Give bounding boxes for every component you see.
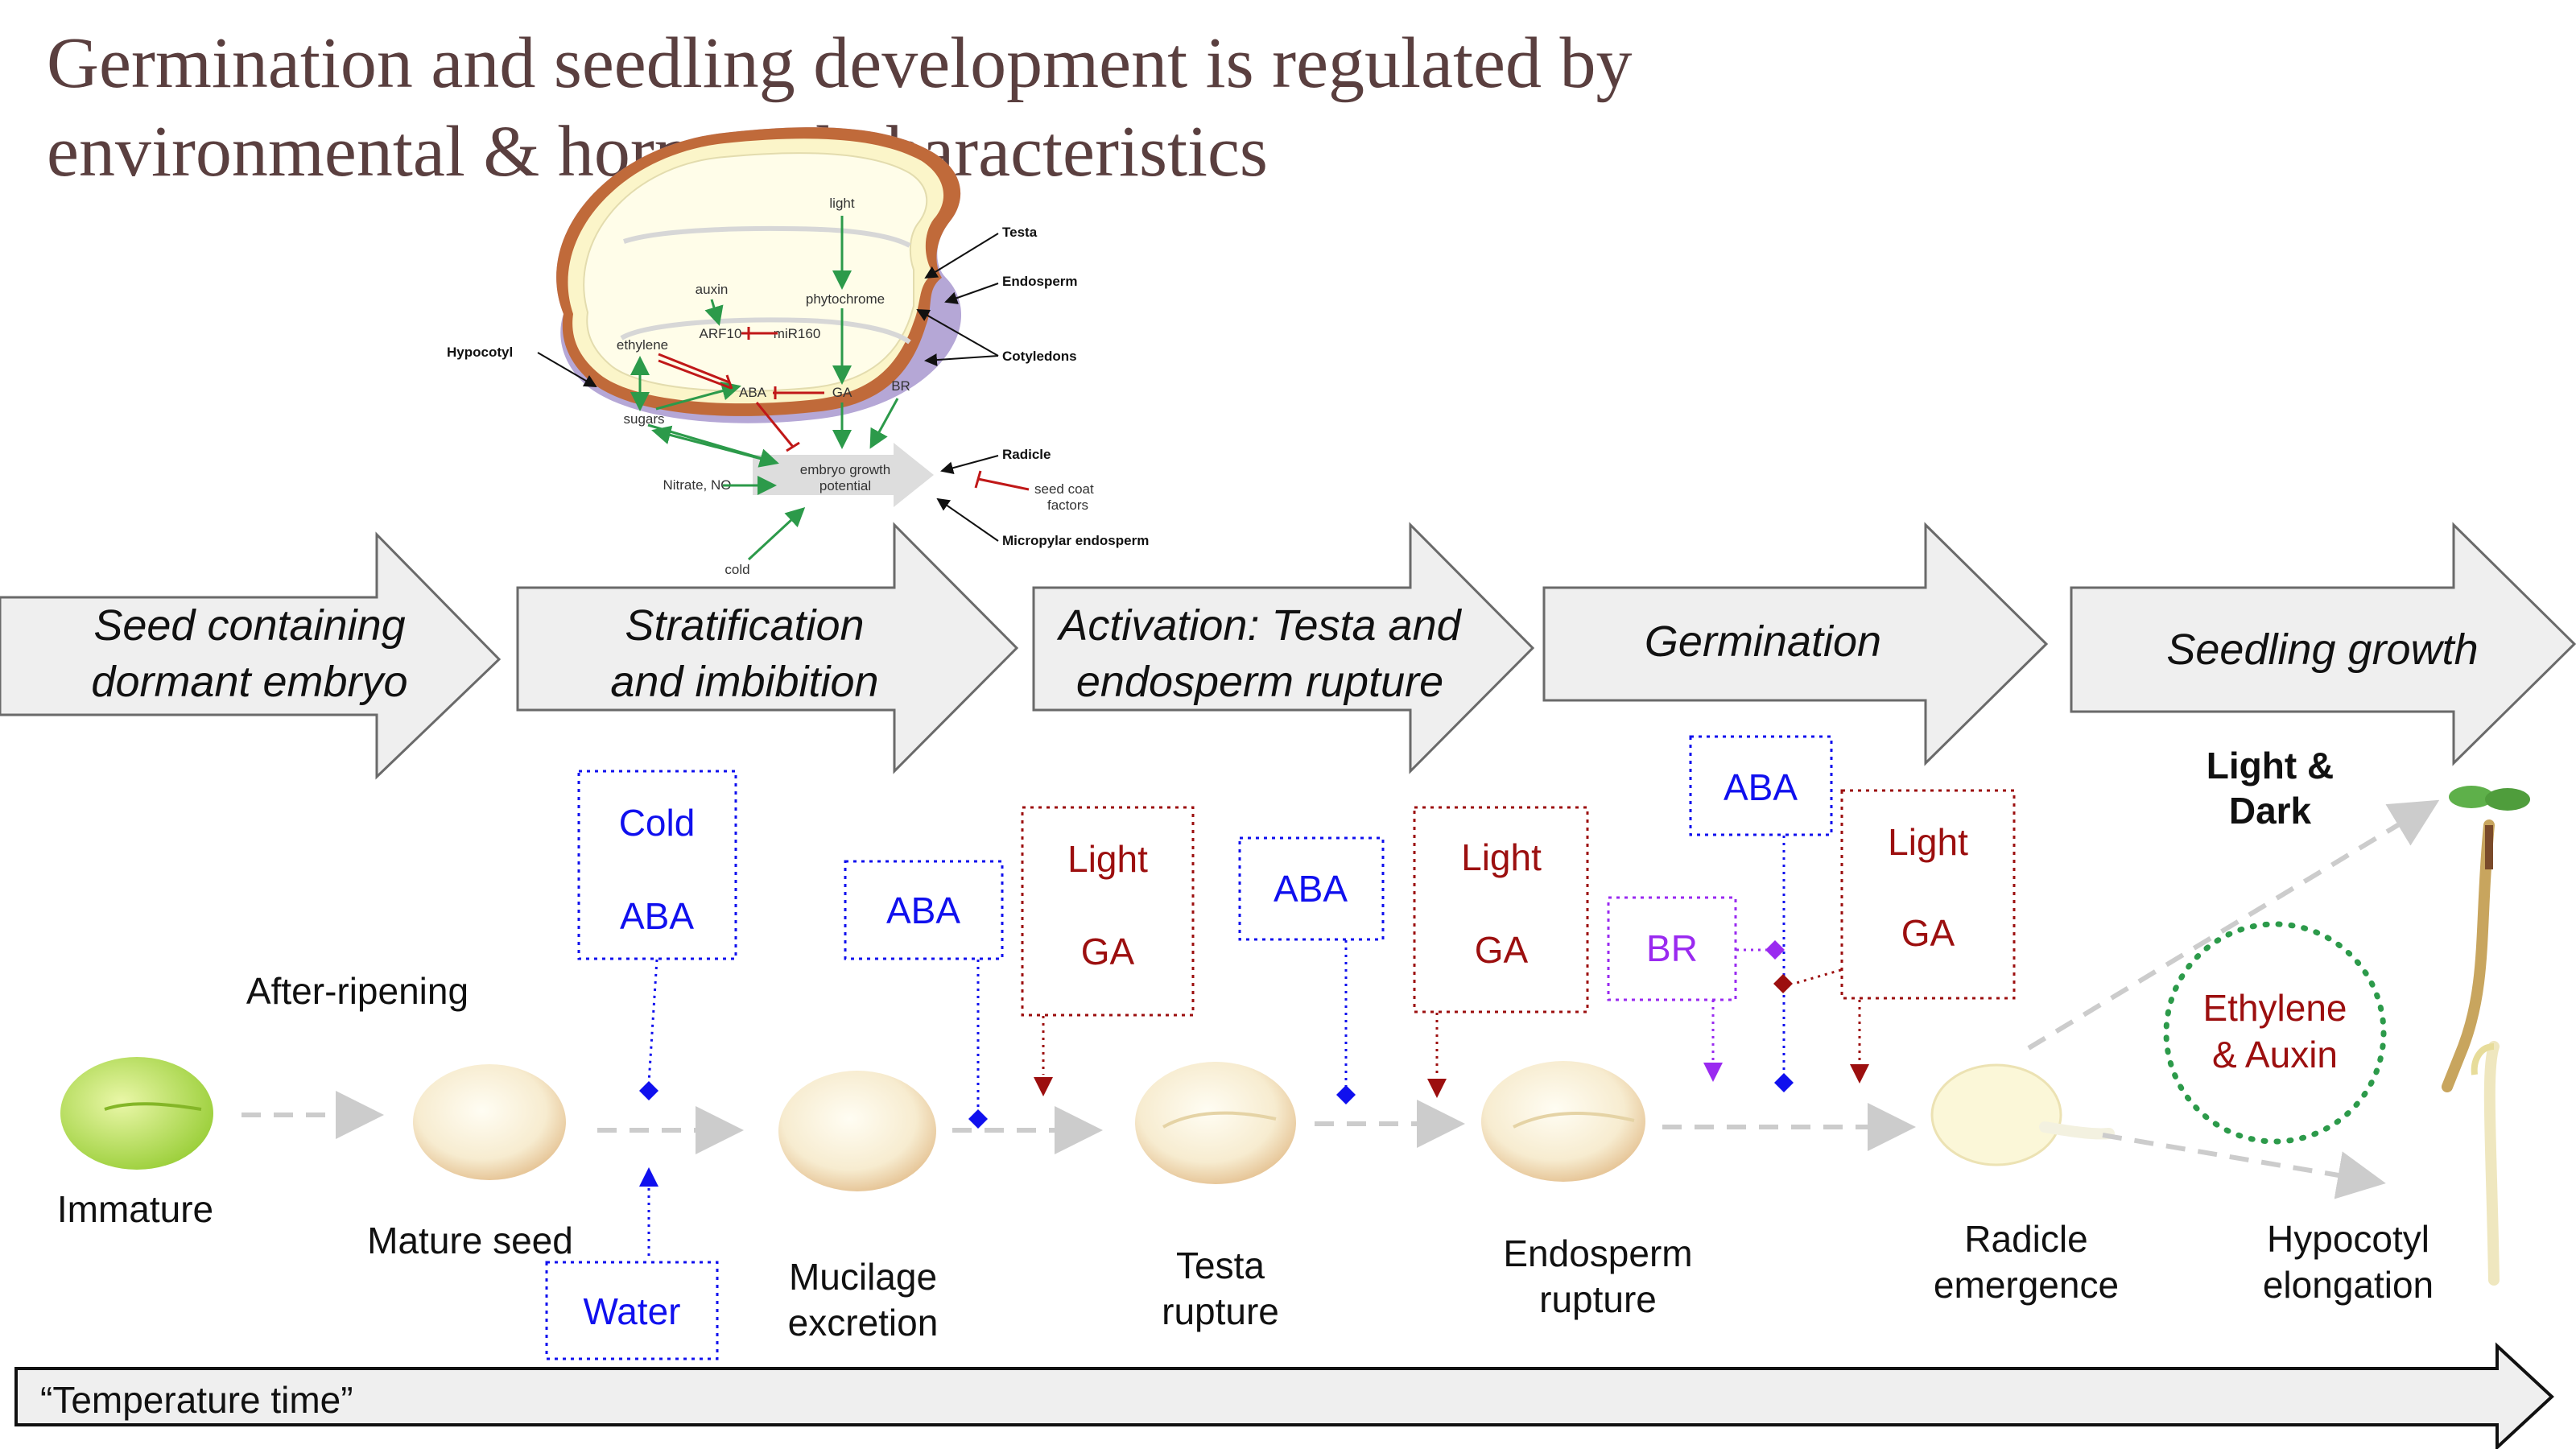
stage-activation-line2: endosperm rupture (1076, 658, 1443, 706)
factor-box-water (545, 1261, 719, 1360)
factor-box-cold-aba (577, 770, 737, 960)
caption-testa-line2: rupture (1162, 1290, 1279, 1332)
svg-text:factors: factors (1047, 497, 1088, 513)
stage-arrow-germination: Germination (1542, 522, 2049, 766)
factor-box-light-ga-2 (1413, 806, 1589, 1013)
br-label: BR (891, 378, 910, 394)
factor-ga-1: GA (1081, 931, 1135, 972)
arf10-label: ARF10 (700, 326, 742, 341)
factor-aba-3: ABA (1724, 766, 1798, 808)
mucilage-seed-image (778, 1071, 936, 1191)
auxin-label: auxin (696, 282, 729, 297)
factor-ga-2: GA (1475, 929, 1529, 971)
stage-seedling-label: Seedling growth (2166, 625, 2478, 674)
caption-endosperm-line2: rupture (1539, 1278, 1657, 1320)
stage-arrow-stratification: Stratification and imbibition (516, 522, 1019, 774)
micropylar-callout: Micropylar endosperm (1002, 533, 1149, 548)
factor-br: BR (1646, 927, 1698, 969)
caption-hypocotyl-line1: Hypocotyl (2267, 1218, 2429, 1260)
ethylene-auxin-circle (2163, 921, 2387, 1145)
egp-label: embryo growth (800, 462, 890, 477)
seed-schematic: embryo growth potential light phytochrom… (447, 127, 1149, 577)
factor-box-aba-1 (844, 860, 1004, 960)
immature-seed-image (60, 1057, 213, 1170)
seedling-dark-image (2471, 1041, 2500, 1286)
sugars-label: sugars (623, 411, 664, 427)
endosperm-callout: Endosperm (1002, 274, 1078, 289)
testa-rupture-seed-image (1135, 1062, 1296, 1184)
factor-water: Water (584, 1290, 681, 1332)
factor-box-aba-3 (1689, 735, 1833, 836)
radicle-callout: Radicle (1002, 447, 1051, 462)
factor-light-1: Light (1067, 838, 1148, 880)
stage-dormant-line2: dormant embryo (91, 658, 407, 706)
temperature-time-label: “Temperature time” (40, 1379, 353, 1421)
factor-box-br (1607, 896, 1737, 1001)
sequence-arrows (242, 799, 2440, 1199)
ethylene-label: ethylene (617, 337, 668, 353)
caption-endosperm-line1: Endosperm (1503, 1232, 1692, 1274)
cold-label: cold (724, 562, 749, 577)
mature-seed-image (413, 1064, 566, 1180)
factor-aba-cold-box: ABA (620, 895, 694, 937)
nitrate-label: Nitrate, NO (663, 477, 731, 493)
hypocotyl-callout: Hypocotyl (447, 345, 513, 360)
stage-arrow-seedling: Seedling growth (2070, 522, 2576, 766)
caption-mucilage-line1: Mucilage (789, 1256, 937, 1298)
temperature-time-arrow: “Temperature time” (14, 1342, 2554, 1449)
factor-light-dark-line1: Light & (2207, 745, 2334, 786)
factor-light-2: Light (1461, 836, 1542, 878)
light-label: light (829, 196, 854, 211)
factor-aba-2: ABA (1274, 868, 1348, 910)
factor-light-3: Light (1888, 821, 1968, 863)
svg-text:potential: potential (819, 478, 871, 493)
factor-boxes (545, 735, 2016, 1360)
seed-sequence (60, 786, 2530, 1286)
caption-hypocotyl-line2: elongation (2263, 1264, 2434, 1306)
caption-radicle-line2: emergence (1934, 1264, 2119, 1306)
caption-mucilage-line2: excretion (788, 1302, 939, 1344)
stage-arrows: Seed containing dormant embryo Stratific… (0, 522, 2576, 780)
factor-aba-1: ABA (886, 890, 960, 931)
factor-ga-3: GA (1901, 912, 1955, 954)
caption-immature: Immature (57, 1188, 213, 1230)
caption-testa-line1: Testa (1176, 1245, 1265, 1286)
embryo (583, 152, 928, 392)
factor-connectors (647, 836, 1861, 1256)
phytochrome-label: phytochrome (806, 291, 885, 307)
testa-callout: Testa (1002, 225, 1038, 240)
stage-stratification-line1: Stratification (625, 601, 864, 650)
factor-cold: Cold (619, 802, 696, 844)
cotyledons-callout: Cotyledons (1002, 349, 1077, 364)
seed-coat-label: seed coat (1034, 481, 1094, 497)
embryo-growth-potential-arrow (753, 443, 934, 507)
caption-radicle-line1: Radicle (1964, 1218, 2087, 1260)
caption-mature-seed: Mature seed (367, 1220, 573, 1261)
factor-auxin: & Auxin (2212, 1034, 2338, 1075)
ga-label: GA (832, 385, 852, 400)
radicle-emergence-seed-image (1930, 1063, 2062, 1166)
aba-label: ABA (739, 385, 767, 400)
after-ripening-label: After-ripening (246, 970, 469, 1012)
stage-arrow-activation: Activation: Testa and endosperm rupture (1032, 522, 1535, 774)
factor-box-light-ga-3 (1840, 789, 2016, 1000)
mir160-label: miR160 (774, 326, 821, 341)
stage-activation-line1: Activation: Testa and (1056, 601, 1462, 650)
factor-light-dark-line2: Dark (2229, 790, 2312, 832)
factor-box-aba-2 (1238, 836, 1385, 941)
stage-arrow-dormant: Seed containing dormant embryo (0, 531, 502, 780)
stage-germination-label: Germination (1645, 617, 1881, 666)
factor-box-light-ga-1 (1021, 806, 1195, 1017)
factor-ethylene: Ethylene (2202, 987, 2347, 1029)
stage-stratification-line2: and imbibition (610, 658, 878, 706)
endosperm-rupture-seed-image (1481, 1061, 1645, 1182)
stage-dormant-line1: Seed containing (93, 601, 405, 650)
seedling-light-image (2442, 786, 2530, 1092)
